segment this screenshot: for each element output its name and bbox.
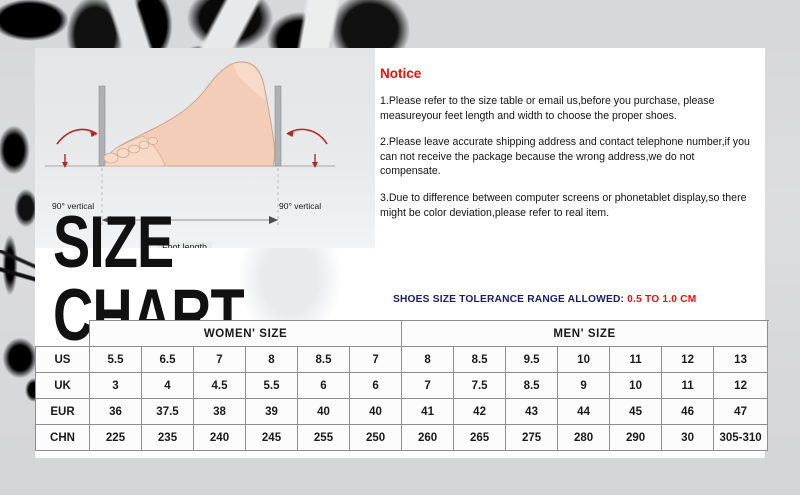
size-cell: 7 [193,346,246,373]
left-angle-label: 90° vertical [52,201,95,211]
table-row: EUR 36 37.5 38 39 40 40 41 42 43 44 45 46 47 [35,398,769,425]
size-cell: 11 [661,372,715,399]
size-cell: 7 [401,372,455,399]
size-cell: 41 [401,398,455,425]
size-cell: 305-310 [713,424,769,451]
size-cell: 38 [193,398,246,425]
size-cell: 10 [609,372,663,399]
notice-item-3: 3.Due to difference between computer scr… [380,192,747,219]
size-chart-wordmark: SIZE CHART [53,205,363,351]
size-cell: 43 [505,398,559,425]
size-cell: 255 [297,424,350,451]
size-cell: 47 [713,398,769,425]
size-cell: 36 [89,398,142,425]
table-row: UK 3 4 4.5 5.5 6 6 7 7.5 8.5 9 10 11 12 [35,372,769,399]
size-cell: 8.5 [505,372,559,399]
size-cell: 235 [141,424,194,451]
notice-item-2: 2.Please leave accurate shipping address… [380,136,750,178]
size-cell: 6.5 [141,346,194,373]
notice-item-1: 1.Please refer to the size table or emai… [380,95,715,122]
size-cell: 4 [141,372,194,399]
row-label-us: US [35,346,90,373]
size-cell: 44 [557,398,611,425]
size-cell: 12 [661,346,715,373]
row-label-chn: CHN [35,424,90,451]
size-cell: 9 [557,372,611,399]
size-table-group-header-row: WOMEN' SIZE MEN' SIZE [36,320,769,347]
size-cell: 40 [297,398,350,425]
size-table-wrap: WOMEN' SIZE MEN' SIZE US 5.5 6.5 7 8 8.5 7 8 8.5 9.… [35,320,769,451]
size-cell: 280 [557,424,611,451]
size-table-body: WOMEN' SIZE MEN' SIZE US 5.5 6.5 7 8 8.5 7 8 8.5 9.… [35,320,769,451]
notice-heading: Notice [380,66,422,81]
size-cell: 225 [89,424,142,451]
size-cell: 11 [609,346,663,373]
size-cell: 6 [297,372,350,399]
size-cell: 3 [89,372,142,399]
size-cell: 5.5 [89,346,142,373]
size-cell: 290 [609,424,663,451]
size-cell: 5.5 [245,372,298,399]
notice-block: Notice 1.Please refer to the size table … [380,66,755,232]
size-cell: 8 [245,346,298,373]
size-cell: 30 [661,424,715,451]
size-cell: 39 [245,398,298,425]
size-cell: 8.5 [453,346,507,373]
size-cell: 37.5 [141,398,194,425]
tolerance-note: SHOES SIZE TOLERANCE RANGE ALLOWED: 0.5 … [393,294,696,305]
size-cell: 260 [401,424,455,451]
content-panel: 90° vertical 90° vertical Foot length SI… [35,48,769,458]
men-size-group-header: MEN' SIZE [401,320,769,347]
size-cell: 40 [348,398,403,425]
size-cell: 265 [453,424,507,451]
size-cell: 8.5 [297,346,350,373]
size-cell: 45 [609,398,663,425]
size-cell: 245 [245,424,298,451]
row-label-eur: EUR [35,398,90,425]
foot-measurement-diagram: 90° vertical 90° vertical Foot length [35,48,375,248]
table-row: CHN 225 235 240 245 255 250 260 265 275 280 290 30 30… [35,424,769,451]
right-angle-label: 90° vertical [279,201,322,211]
size-cell: 13 [713,346,769,373]
size-cell: 9.5 [505,346,559,373]
size-cell: 8 [401,346,455,373]
size-cell: 240 [193,424,246,451]
tolerance-label: SHOES SIZE TOLERANCE RANGE ALLOWED: [393,294,625,305]
size-cell: 7.5 [453,372,507,399]
size-cell: 46 [661,398,715,425]
foot-length-label: Foot length [157,242,213,248]
size-table: WOMEN' SIZE MEN' SIZE US 5.5 6.5 7 8 8.5 7 8 8.5 9.… [35,320,769,451]
size-cell: 7 [348,346,403,373]
size-cell: 250 [348,424,403,451]
size-cell: 42 [453,398,507,425]
size-cell: 275 [505,424,559,451]
table-row: US 5.5 6.5 7 8 8.5 7 8 8.5 9.5 10 11 12 13 [35,346,769,373]
tolerance-value: 0.5 TO 1.0 CM [627,294,697,305]
women-size-group-header: WOMEN' SIZE [88,320,403,347]
group-header-spacer [36,321,90,347]
row-label-uk: UK [35,372,90,399]
size-cell: 4.5 [193,372,246,399]
size-cell: 6 [348,372,403,399]
foot-illustration-icon [45,61,335,228]
size-cell: 12 [713,372,769,399]
size-cell: 10 [557,346,611,373]
